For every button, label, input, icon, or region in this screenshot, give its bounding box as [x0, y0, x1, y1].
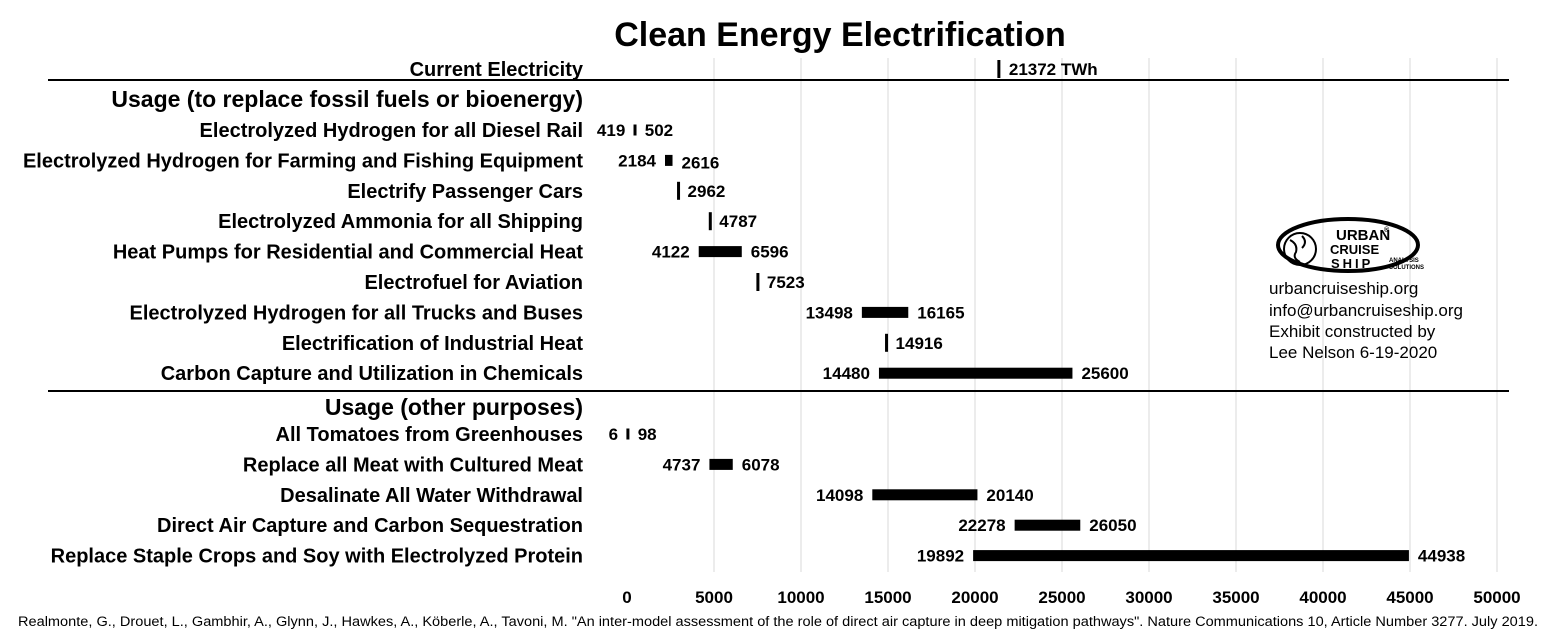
low-value-label: 4122	[652, 243, 690, 262]
credits-block: urbancruiseship.org info@urbancruiseship…	[1269, 279, 1463, 362]
range-bar	[872, 489, 978, 501]
logo-ellipse-icon	[1276, 217, 1420, 273]
logo-sub-solutions: SOLUTIONS	[1389, 265, 1424, 271]
row-label: All Tomatoes from Greenhouses	[276, 424, 583, 446]
row-label: Electrolyzed Ammonia for all Shipping	[218, 211, 583, 233]
row-label: Replace all Meat with Cultured Meat	[243, 454, 583, 476]
section-header: Usage (to replace fossil fuels or bioene…	[111, 86, 583, 112]
high-value-label: 7523	[767, 273, 805, 292]
globe-icon	[1283, 232, 1317, 266]
x-tick-label: 10000	[777, 588, 824, 607]
high-value-label: 98	[638, 425, 657, 444]
reference-row-label: Current Electricity	[410, 59, 584, 81]
row-label: Electrofuel for Aviation	[364, 272, 583, 294]
logo-line-urban: URBAN	[1336, 227, 1390, 244]
range-bar	[756, 273, 760, 291]
x-tick-label: 25000	[1038, 588, 1085, 607]
high-value-label: 26050	[1089, 516, 1136, 535]
credit-website: urbancruiseship.org	[1269, 279, 1418, 298]
x-tick-label: 35000	[1212, 588, 1259, 607]
reference-marker	[997, 60, 1001, 78]
logo-line-cruise: CRUISE	[1330, 242, 1379, 257]
gridlines	[713, 58, 1498, 572]
x-tick-label: 15000	[864, 588, 911, 607]
x-tick-label: 30000	[1125, 588, 1172, 607]
high-value-label: 25600	[1081, 364, 1128, 383]
x-axis-ticks: 0 5000 10000 15000 20000 25000 30000 35000 40000…	[622, 588, 1520, 607]
row-label: Electrify Passenger Cars	[347, 181, 583, 203]
range-bar	[1014, 519, 1081, 531]
high-value-label: 4787	[719, 212, 757, 231]
high-value-label: 2962	[688, 182, 726, 201]
row-label: Electrolyzed Hydrogen for Farming and Fi…	[23, 150, 583, 172]
range-bar	[861, 306, 909, 318]
low-value-label: 13498	[806, 303, 853, 322]
high-value-label: 6078	[742, 455, 780, 474]
high-value-label: 2616	[682, 153, 720, 172]
high-value-label: 16165	[917, 303, 964, 322]
row-label: Heat Pumps for Residential and Commercia…	[113, 242, 583, 264]
high-value-label: 6596	[751, 243, 789, 262]
chart-title: Clean Energy Electrification	[614, 16, 1066, 54]
range-bar	[709, 458, 733, 470]
range-bar	[677, 181, 681, 200]
range-bar	[633, 124, 637, 136]
logo-registered-mark: ®	[1384, 226, 1390, 234]
x-tick-label: 40000	[1299, 588, 1346, 607]
range-bar	[878, 367, 1073, 379]
low-value-label: 4737	[663, 455, 701, 474]
row-label: Electrolyzed Hydrogen for all Trucks and…	[130, 302, 583, 324]
section-dividers	[48, 79, 1509, 392]
low-value-label: 2184	[618, 151, 656, 170]
source-citation: Realmonte, G., Drouet, L., Gambhir, A., …	[18, 614, 1538, 629]
high-value-label: 20140	[986, 486, 1033, 505]
range-bar	[885, 333, 889, 352]
row-label: Electrolyzed Hydrogen for all Diesel Rai…	[200, 120, 583, 142]
range-bar	[973, 550, 1409, 562]
row-label: Direct Air Capture and Carbon Sequestrat…	[157, 515, 583, 537]
logo-sub-analysis: ANALYSIS	[1389, 258, 1419, 264]
x-tick-label: 0	[622, 588, 631, 607]
x-tick-label: 45000	[1386, 588, 1433, 607]
row-label: Electrification of Industrial Heat	[282, 333, 584, 355]
urban-cruise-ship-logo: URBAN CRUISE SHIP ANALYSIS SOLUTIONS ®	[1276, 217, 1424, 273]
row-label: Desalinate All Water Withdrawal	[280, 485, 583, 507]
credit-author-date: Lee Nelson 6-19-2020	[1269, 343, 1437, 362]
x-tick-label: 20000	[951, 588, 998, 607]
high-value-label: 502	[645, 121, 673, 140]
range-bar	[626, 428, 630, 440]
low-value-label: 22278	[958, 516, 1005, 535]
high-value-label: 44938	[1418, 547, 1465, 566]
low-value-label: 14098	[816, 486, 863, 505]
x-tick-label: 5000	[695, 588, 733, 607]
low-value-label: 14480	[823, 364, 870, 383]
row-label: Carbon Capture and Utilization in Chemic…	[161, 363, 583, 385]
chart-rows: Current Electricity 21372 TWh Usage (to re…	[23, 59, 1465, 568]
x-tick-label: 50000	[1473, 588, 1520, 607]
credit-author-line: Exhibit constructed by	[1269, 322, 1436, 341]
low-value-label: 6	[609, 425, 618, 444]
low-value-label: 419	[597, 121, 625, 140]
high-value-label: 14916	[896, 334, 943, 353]
low-value-label: 19892	[917, 547, 964, 566]
range-bar	[698, 246, 742, 258]
globe-detail-icon	[1289, 235, 1306, 263]
range-bar	[708, 212, 712, 231]
row-label: Replace Staple Crops and Soy with Electr…	[51, 546, 583, 568]
credit-email: info@urbancruiseship.org	[1269, 301, 1463, 320]
reference-value-label: 21372 TWh	[1009, 60, 1098, 79]
section-header: Usage (other purposes)	[325, 394, 583, 420]
logo-line-ship: SHIP	[1331, 256, 1373, 271]
range-bar	[665, 154, 673, 166]
